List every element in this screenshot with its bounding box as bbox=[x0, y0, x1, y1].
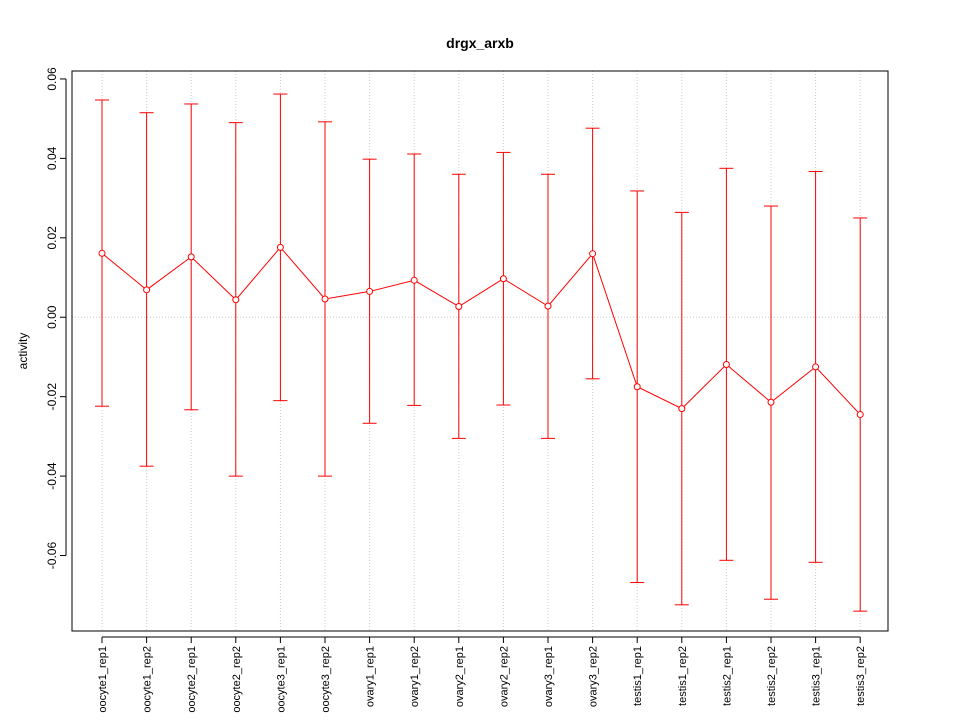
data-point bbox=[544, 302, 552, 310]
chart-title: drgx_arxb bbox=[446, 35, 514, 51]
x-tick-label: ovary1_rep1 bbox=[365, 646, 377, 707]
axes-layer: -0.06 -0.04 -0.02 0.00 0.02 0.04 0.06 oocyte1_r… bbox=[45, 67, 867, 713]
data-point bbox=[856, 411, 864, 419]
x-tick-label: oocyte2_rep1 bbox=[186, 646, 198, 713]
x-tick-label: ovary3_rep2 bbox=[588, 646, 600, 707]
y-tick-label: -0.06 bbox=[45, 542, 59, 570]
y-tick-label: 0.04 bbox=[45, 146, 59, 170]
y-tick-label: 0.00 bbox=[45, 305, 59, 329]
y-tick-label: -0.04 bbox=[45, 462, 59, 490]
data-point bbox=[722, 361, 730, 369]
y-tick-label: 0.06 bbox=[45, 67, 59, 91]
data-point bbox=[143, 286, 151, 294]
y-axis-label: activity bbox=[16, 333, 30, 370]
x-tick-label: ovary2_rep1 bbox=[454, 646, 466, 707]
x-tick-label: ovary1_rep2 bbox=[409, 646, 421, 707]
data-point bbox=[499, 275, 507, 283]
x-tick-label: oocyte1_rep1 bbox=[97, 646, 109, 713]
data-point bbox=[410, 276, 418, 284]
x-tick-label: ovary2_rep2 bbox=[498, 646, 510, 707]
data-point bbox=[276, 243, 284, 251]
data-point bbox=[366, 287, 374, 295]
series-line bbox=[101, 246, 861, 415]
x-tick-label: ovary3_rep1 bbox=[543, 646, 555, 707]
data-point bbox=[633, 383, 641, 391]
data-point bbox=[589, 250, 597, 258]
data-point bbox=[455, 303, 463, 311]
marks-layer bbox=[95, 93, 868, 612]
x-tick-label: testis2_rep1 bbox=[721, 646, 733, 706]
y-tick-label: -0.02 bbox=[45, 383, 59, 411]
x-tick-label: oocyte3_rep2 bbox=[320, 646, 332, 713]
x-tick-label: testis1_rep2 bbox=[677, 646, 689, 706]
data-point bbox=[232, 296, 240, 304]
x-tick-label: testis3_rep2 bbox=[855, 646, 867, 706]
data-point bbox=[321, 295, 329, 303]
x-tick-label: oocyte1_rep2 bbox=[142, 646, 154, 713]
x-tick-label: testis2_rep2 bbox=[766, 646, 778, 706]
x-tick-label: testis3_rep1 bbox=[811, 646, 823, 706]
x-tick-label: oocyte3_rep1 bbox=[275, 646, 287, 713]
data-point bbox=[767, 398, 775, 406]
data-point bbox=[187, 253, 195, 261]
data-point bbox=[98, 249, 106, 257]
data-point bbox=[812, 363, 820, 371]
y-tick-label: 0.02 bbox=[45, 226, 59, 250]
plot-frame bbox=[71, 70, 889, 632]
data-point bbox=[678, 405, 686, 413]
x-tick-label: testis1_rep1 bbox=[632, 646, 644, 706]
x-tick-label: oocyte2_rep2 bbox=[231, 646, 243, 713]
